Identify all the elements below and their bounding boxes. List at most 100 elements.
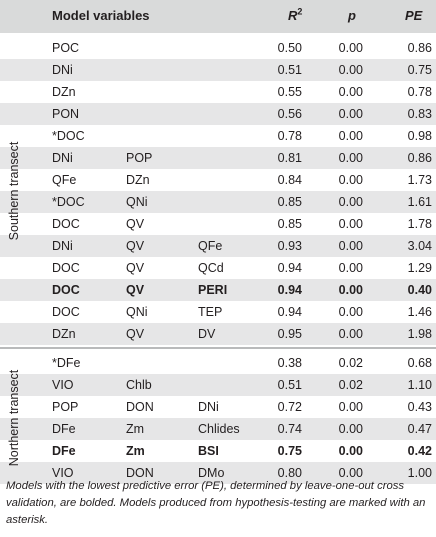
table-row: DOC QV PERI 0.94 0.00 0.40 xyxy=(0,279,436,301)
cell-r2: 0.95 xyxy=(277,327,302,341)
cell-r2: 0.94 xyxy=(277,261,302,275)
cell-p: 0.00 xyxy=(338,422,363,436)
cell-variable-2: QV xyxy=(126,217,145,231)
cell-variable-1: POC xyxy=(52,41,80,55)
cell-pe: 1.00 xyxy=(407,466,432,480)
cell-pe: 0.47 xyxy=(407,422,432,436)
cell-variable-1: PON xyxy=(52,107,80,121)
header-model-variables: Model variables xyxy=(52,8,150,23)
cell-pe: 0.86 xyxy=(407,41,432,55)
cell-r2: 0.51 xyxy=(277,378,302,392)
cell-pe: 0.68 xyxy=(407,356,432,370)
cell-pe: 1.98 xyxy=(407,327,432,341)
table-row: DFe Zm Chlides 0.74 0.00 0.47 xyxy=(0,418,436,440)
cell-r2: 0.74 xyxy=(277,422,302,436)
cell-variable-1: *DOC xyxy=(52,195,85,209)
cell-variable-1: DNi xyxy=(52,63,73,77)
cell-variable-2: QV xyxy=(126,239,145,253)
cell-variable-1: DZn xyxy=(52,85,76,99)
cell-r2: 0.84 xyxy=(277,173,302,187)
table-row: POP DON DNi 0.72 0.00 0.43 xyxy=(0,396,436,418)
cell-r2: 0.72 xyxy=(277,400,302,414)
cell-p: 0.00 xyxy=(338,129,363,143)
cell-pe: 0.86 xyxy=(407,151,432,165)
cell-p: 0.00 xyxy=(338,261,363,275)
table-caption: Models with the lowest predictive error … xyxy=(6,480,426,526)
cell-r2: 0.78 xyxy=(277,129,302,143)
cell-p: 0.00 xyxy=(338,85,363,99)
table-row: PON 0.56 0.00 0.83 xyxy=(0,103,436,125)
cell-variable-1: *DOC xyxy=(52,129,85,143)
cell-pe: 0.83 xyxy=(407,107,432,121)
section-divider xyxy=(0,347,436,349)
cell-variable-3: TEP xyxy=(198,305,223,319)
table-row: DNi 0.51 0.00 0.75 xyxy=(0,59,436,81)
cell-r2: 0.93 xyxy=(277,239,302,253)
cell-r2: 0.75 xyxy=(277,444,302,458)
cell-p: 0.00 xyxy=(338,239,363,253)
table-row: *DFe 0.38 0.02 0.68 xyxy=(0,352,436,374)
cell-p: 0.00 xyxy=(338,444,363,458)
cell-variable-2: DON xyxy=(126,400,154,414)
cell-p: 0.00 xyxy=(338,327,363,341)
cell-r2: 0.55 xyxy=(277,85,302,99)
cell-pe: 1.10 xyxy=(407,378,432,392)
cell-pe: 0.75 xyxy=(407,63,432,77)
cell-r2: 0.80 xyxy=(277,466,302,480)
cell-pe: 0.43 xyxy=(407,400,432,414)
cell-variable-3: QFe xyxy=(198,239,223,253)
header-r-squared: R2 xyxy=(288,6,303,23)
cell-r2: 0.94 xyxy=(277,305,302,319)
cell-variable-2: QV xyxy=(126,261,145,275)
cell-r2: 0.85 xyxy=(277,195,302,209)
cell-variable-2: QV xyxy=(126,327,145,341)
cell-variable-3: PERI xyxy=(198,283,228,297)
cell-variable-3: DNi xyxy=(198,400,219,414)
cell-variable-2: Zm xyxy=(126,422,145,436)
cell-p: 0.00 xyxy=(338,195,363,209)
cell-variable-2: Chlb xyxy=(126,378,152,392)
header-r2-superscript: 2 xyxy=(297,6,303,17)
cell-r2: 0.51 xyxy=(277,63,302,77)
cell-variable-2: QNi xyxy=(126,195,148,209)
cell-variable-2: QV xyxy=(126,283,145,297)
table-row: VIO DON DMo 0.80 0.00 1.00 xyxy=(0,462,436,484)
table-row: DOC QNi TEP 0.94 0.00 1.46 xyxy=(0,301,436,323)
header-r2-base: R xyxy=(288,8,298,23)
cell-pe: 3.04 xyxy=(407,239,432,253)
cell-pe: 1.29 xyxy=(407,261,432,275)
cell-variable-1: DOC xyxy=(52,261,80,275)
table-header: Model variables R2 p PE xyxy=(0,0,436,33)
cell-p: 0.00 xyxy=(338,305,363,319)
cell-p: 0.02 xyxy=(338,356,363,370)
cell-variable-2: POP xyxy=(126,151,153,165)
cell-r2: 0.94 xyxy=(277,283,302,297)
cell-pe: 1.46 xyxy=(407,305,432,319)
cell-p: 0.00 xyxy=(338,400,363,414)
cell-p: 0.00 xyxy=(338,151,363,165)
cell-r2: 0.81 xyxy=(277,151,302,165)
cell-p: 0.00 xyxy=(338,217,363,231)
cell-variable-1: DZn xyxy=(52,327,76,341)
table-row: QFe DZn 0.84 0.00 1.73 xyxy=(0,169,436,191)
cell-variable-3: BSI xyxy=(198,444,219,458)
cell-variable-3: Chlides xyxy=(198,422,240,436)
cell-variable-1: DNi xyxy=(52,239,73,253)
cell-variable-1: VIO xyxy=(52,466,74,480)
header-pe: PE xyxy=(405,8,422,23)
table-row: DOC QV 0.85 0.00 1.78 xyxy=(0,213,436,235)
cell-p: 0.00 xyxy=(338,41,363,55)
cell-variable-1: QFe xyxy=(52,173,77,187)
cell-p: 0.02 xyxy=(338,378,363,392)
cell-r2: 0.38 xyxy=(277,356,302,370)
cell-p: 0.00 xyxy=(338,283,363,297)
cell-variable-1: DNi xyxy=(52,151,73,165)
table-row: *DOC 0.78 0.00 0.98 xyxy=(0,125,436,147)
header-pe-label: PE xyxy=(405,8,423,23)
cell-pe: 0.42 xyxy=(407,444,432,458)
cell-p: 0.00 xyxy=(338,173,363,187)
cell-variable-3: DV xyxy=(198,327,216,341)
cell-variable-2: QNi xyxy=(126,305,148,319)
cell-pe: 1.61 xyxy=(407,195,432,209)
table-row: DOC QV QCd 0.94 0.00 1.29 xyxy=(0,257,436,279)
